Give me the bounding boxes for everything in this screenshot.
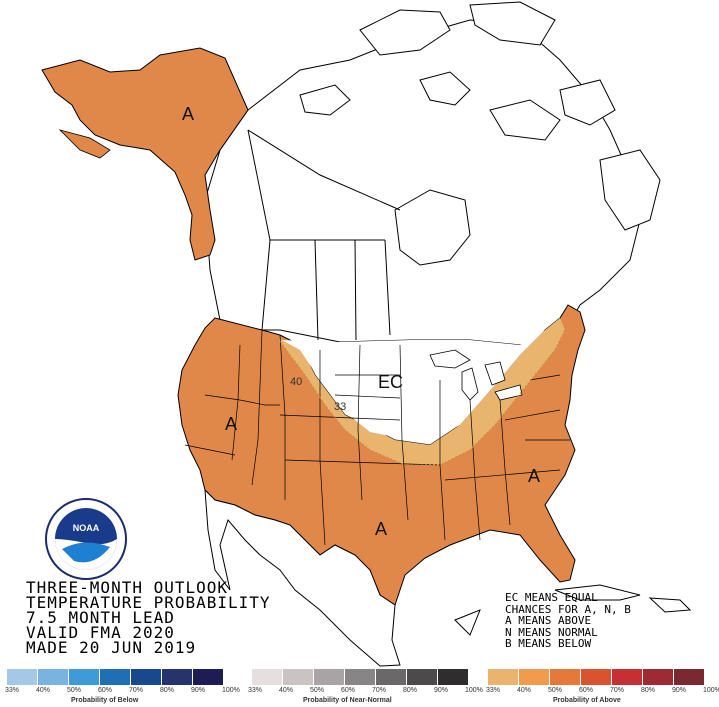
colorbar-tick: 33% bbox=[248, 687, 263, 694]
legend-line: EC MEANS EQUAL bbox=[505, 591, 598, 604]
colorbar-tick: 70% bbox=[129, 687, 144, 694]
colorbar-swatch bbox=[131, 669, 162, 685]
colorbar-swatch bbox=[612, 669, 643, 685]
contour-33-label: 33 bbox=[334, 401, 346, 413]
colorbar-swatch bbox=[100, 669, 131, 685]
colorbar-swatch bbox=[488, 669, 519, 685]
colorbar-swatch bbox=[519, 669, 550, 685]
colorbar-tick: 70% bbox=[372, 687, 387, 694]
colorbar-tick: 33% bbox=[486, 687, 501, 694]
colorbar-swatch bbox=[550, 669, 581, 685]
colorbar-swatch bbox=[38, 669, 69, 685]
svg-text:NOAA: NOAA bbox=[73, 523, 100, 533]
title-line: THREE-MONTH OUTLOOK bbox=[26, 578, 229, 597]
noaa-logo: NOAA bbox=[45, 498, 127, 580]
colorbar-tick: 90% bbox=[191, 687, 206, 694]
title-line: TEMPERATURE PROBABILITY bbox=[26, 593, 271, 612]
colorbar-tick: 40% bbox=[36, 687, 51, 694]
legend-line: B MEANS BELOW bbox=[505, 637, 592, 650]
southeast-label: A bbox=[528, 466, 540, 486]
colorbar-tick: 90% bbox=[434, 687, 449, 694]
alaska-label: A bbox=[182, 104, 194, 124]
colorbar-swatch bbox=[314, 669, 345, 685]
colorbar-tick: 50% bbox=[67, 687, 82, 694]
colorbar-tick: 33% bbox=[5, 687, 20, 694]
canada-region bbox=[204, 1, 661, 346]
colorbar-tick: 60% bbox=[579, 687, 594, 694]
colorbar-tick: 50% bbox=[310, 687, 325, 694]
colorbar-swatch bbox=[69, 669, 100, 685]
outlook-title: THREE-MONTH OUTLOOK TEMPERATURE PROBABIL… bbox=[26, 578, 271, 657]
colorbar-tick: 40% bbox=[279, 687, 294, 694]
colorbar-below-caption: Probability of Below bbox=[71, 697, 139, 704]
title-line: MADE 20 JUN 2019 bbox=[26, 638, 197, 657]
colorbar-tick: 90% bbox=[672, 687, 687, 694]
south-label: A bbox=[375, 519, 387, 539]
colorbar-near-normal bbox=[252, 669, 469, 685]
colorbar-swatch bbox=[581, 669, 612, 685]
ec-label: EC bbox=[378, 372, 403, 392]
colorbar-swatch bbox=[643, 669, 674, 685]
colorbar-tick: 100% bbox=[703, 687, 719, 694]
colorbar-swatch bbox=[193, 669, 224, 685]
west-label: A bbox=[225, 414, 237, 434]
colorbar-swatch bbox=[162, 669, 193, 685]
colorbar-above-caption: Probability of Above bbox=[553, 697, 621, 704]
colorbar-swatch bbox=[407, 669, 438, 685]
contour-40-label: 40 bbox=[290, 376, 302, 388]
legend-line: N MEANS NORMAL bbox=[505, 625, 598, 639]
colorbar-swatch bbox=[674, 669, 705, 685]
colorbar-tick: 80% bbox=[641, 687, 656, 694]
colorbar-swatch bbox=[438, 669, 469, 685]
colorbar-near-normal-caption: Probability of Near-Normal bbox=[303, 697, 392, 704]
conus-region bbox=[177, 304, 586, 606]
legend-explanation: EC MEANS EQUAL CHANCES FOR A, N, B A MEA… bbox=[505, 592, 631, 650]
mexico-region bbox=[204, 488, 692, 667]
colorbar-tick: 100% bbox=[465, 687, 483, 694]
colorbar-tick: 60% bbox=[98, 687, 113, 694]
colorbar-swatch bbox=[283, 669, 314, 685]
colorbar-swatch bbox=[345, 669, 376, 685]
title-line: 7.5 MONTH LEAD bbox=[26, 608, 175, 627]
colorbar-tick: 50% bbox=[548, 687, 563, 694]
colorbar-tick: 80% bbox=[403, 687, 418, 694]
legend-line: A MEANS ABOVE bbox=[505, 614, 592, 627]
legend-line: CHANCES FOR A, N, B bbox=[505, 602, 631, 616]
colorbar-swatch bbox=[7, 669, 38, 685]
colorbar-tick: 80% bbox=[160, 687, 175, 694]
colorbar-tick: 60% bbox=[341, 687, 356, 694]
colorbar-tick: 70% bbox=[610, 687, 625, 694]
title-line: VALID FMA 2020 bbox=[26, 623, 175, 642]
alaska-region bbox=[41, 47, 249, 261]
colorbar-swatch bbox=[252, 669, 283, 685]
colorbar-swatch bbox=[376, 669, 407, 685]
colorbar-tick: 100% bbox=[222, 687, 240, 694]
colorbar-tick: 40% bbox=[517, 687, 532, 694]
colorbar-above bbox=[488, 669, 705, 685]
colorbar-below bbox=[7, 669, 224, 685]
